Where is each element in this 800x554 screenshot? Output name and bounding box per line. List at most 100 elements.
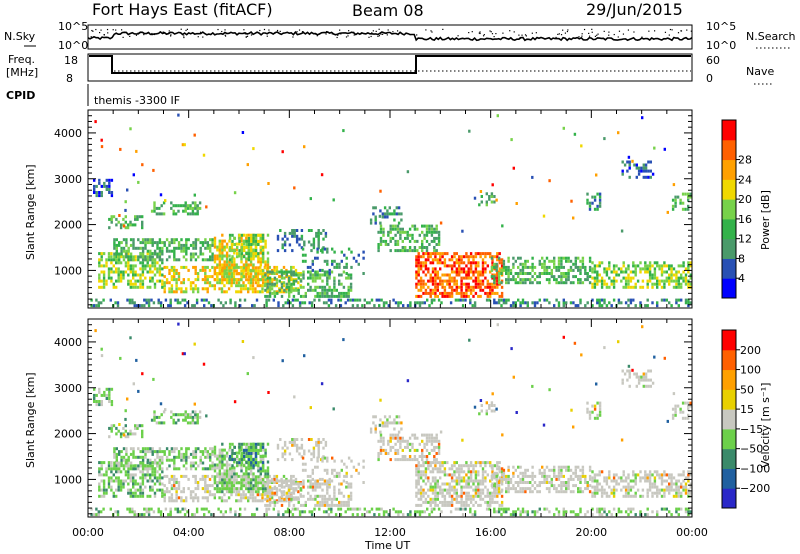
power-cell (624, 270, 628, 274)
velocity-cell (300, 443, 304, 447)
power-cell (486, 279, 489, 283)
velocity-cell (311, 471, 314, 475)
velocity-cell (233, 460, 236, 464)
power-cell (293, 231, 296, 235)
power-cell (230, 260, 234, 264)
velocity-cell (434, 503, 437, 507)
power-cell (439, 252, 442, 256)
power-cell (146, 258, 150, 262)
power-cell (553, 275, 556, 279)
power-cell (415, 294, 418, 298)
velocity-cell (95, 403, 98, 407)
noise-tick-left-bottom: 10^0 (58, 39, 88, 52)
power-cell (185, 249, 188, 253)
power-cell (383, 206, 387, 210)
velocity-cell (291, 458, 294, 462)
power-cell (468, 129, 471, 133)
velocity-cell (247, 464, 251, 468)
power-cell (423, 233, 426, 237)
velocity-cell (428, 433, 431, 437)
power-cell (555, 278, 558, 282)
power-cell (413, 224, 417, 228)
power-cell (228, 246, 232, 249)
power-cell (636, 279, 640, 283)
power-cell (627, 279, 630, 283)
power-cell (242, 242, 246, 246)
power-cell (434, 252, 437, 256)
power-cell (651, 276, 654, 280)
power-cell (572, 216, 575, 220)
power-cell (629, 298, 633, 302)
power-cell (98, 194, 101, 198)
velocity-cell (423, 455, 426, 458)
power-cell (670, 267, 673, 271)
power-cell (303, 145, 306, 149)
velocity-cell (298, 513, 302, 517)
velocity-cell (262, 469, 265, 473)
power-cell (206, 275, 209, 279)
nsearch-point (153, 33, 156, 36)
velocity-cell (153, 476, 157, 480)
power-cell (653, 276, 657, 280)
velocity-cell (225, 454, 229, 458)
power-cell (173, 268, 176, 272)
power-cell (627, 285, 630, 289)
velocity-cell (229, 510, 232, 514)
power-cell (431, 288, 435, 292)
power-cell (326, 279, 329, 283)
power-cell (646, 270, 649, 274)
power-cell (113, 238, 116, 242)
power-cell (288, 291, 291, 295)
velocity-cell (177, 455, 181, 459)
power-cell (682, 261, 685, 265)
power-cell (687, 261, 690, 265)
power-cell (469, 264, 473, 268)
power-cell (216, 248, 219, 252)
velocity-cell (173, 474, 176, 478)
velocity-cell (220, 499, 224, 503)
power-cell (249, 260, 253, 264)
velocity-cell (280, 494, 284, 498)
nsearch-point (482, 35, 485, 37)
velocity-cell (145, 510, 148, 514)
power-cell (163, 241, 166, 245)
power-cell (265, 301, 268, 305)
power-cell (118, 214, 121, 217)
velocity-cell (457, 507, 460, 511)
power-cell (389, 227, 392, 231)
power-cell (567, 268, 570, 272)
velocity-cell (275, 490, 279, 494)
power-cell (473, 304, 477, 308)
power-cell (113, 246, 116, 250)
power-cell (393, 212, 396, 216)
velocity-cell (211, 452, 214, 456)
power-cell (366, 301, 369, 305)
power-cell (323, 270, 327, 274)
power-cell (472, 273, 475, 277)
nsearch-point (491, 33, 494, 35)
velocity-cell (572, 510, 575, 514)
power-cell (465, 285, 468, 289)
power-cell (141, 267, 145, 271)
power-cell (244, 275, 247, 279)
power-cell (622, 270, 625, 274)
velocity-cell (175, 487, 178, 491)
velocity-cell (422, 479, 425, 483)
power-cell (473, 301, 477, 305)
power-cell (455, 285, 458, 289)
velocity-cell (340, 503, 343, 507)
velocity-cell (239, 474, 243, 478)
power-cell (247, 290, 250, 294)
velocity-cell (259, 469, 262, 473)
velocity-cell (627, 513, 630, 517)
velocity-cell (502, 510, 506, 514)
velocity-cell (280, 491, 284, 495)
power-cell (165, 246, 169, 250)
power-cell (425, 239, 429, 243)
power-cell (431, 282, 435, 286)
velocity-cell (283, 440, 287, 444)
velocity-cell (194, 496, 197, 500)
velocity-cell (313, 507, 316, 511)
power-cell (533, 304, 537, 308)
power-cell (634, 270, 637, 274)
